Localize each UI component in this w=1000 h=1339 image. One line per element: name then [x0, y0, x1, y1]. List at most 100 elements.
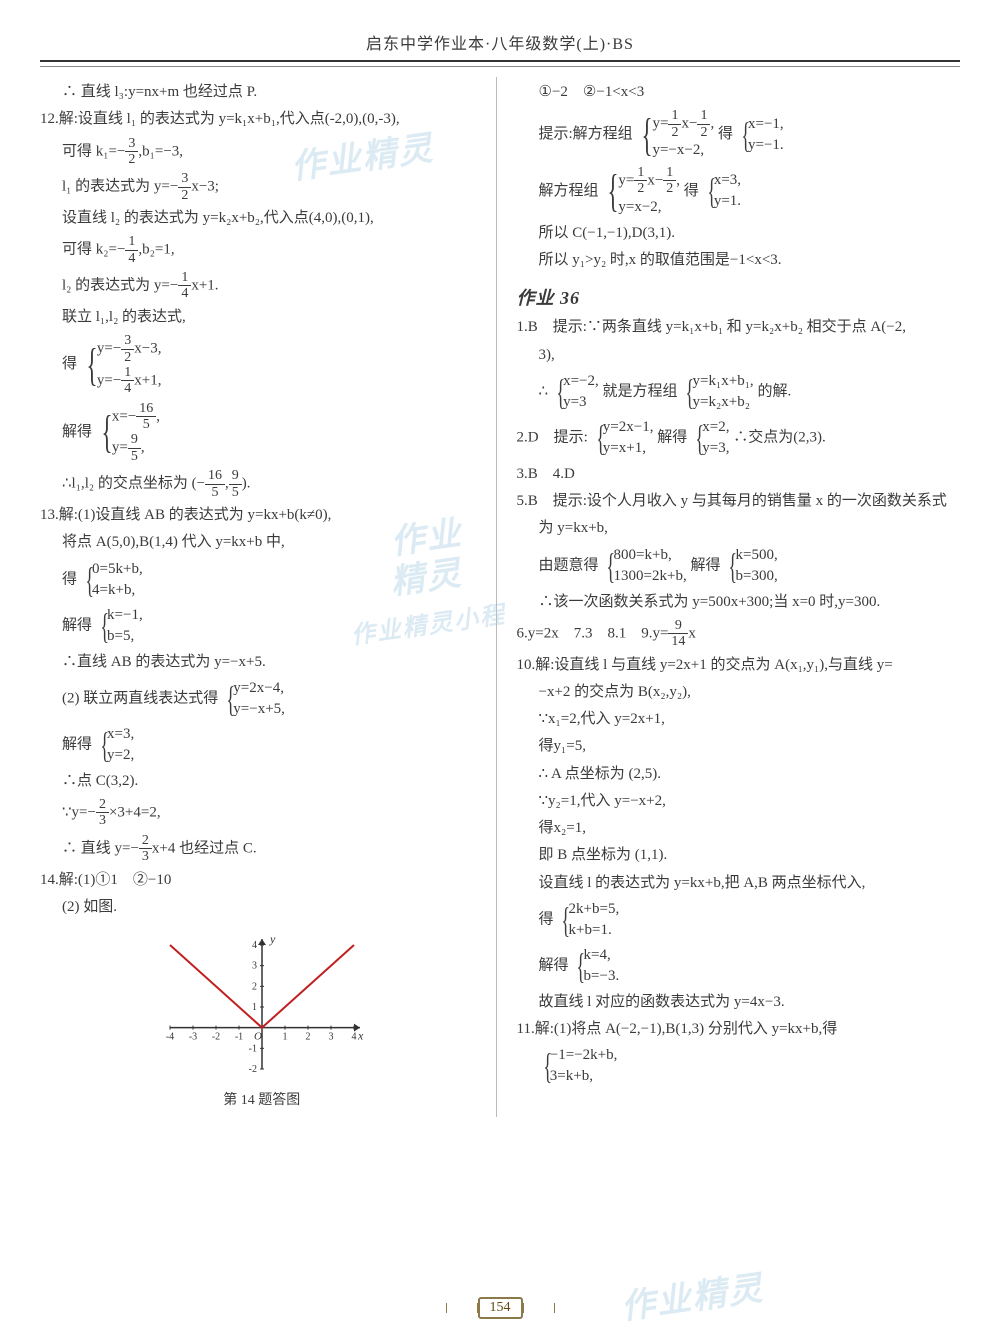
frac-num: 1 — [178, 270, 191, 286]
text-line: 6.y=2x 7.3 8.1 9.y=914x — [517, 618, 961, 650]
txt: ∴l₁,l₂ 的交点坐标为 (− — [62, 476, 205, 492]
left-column: ∴ 直线 l₃:y=nx+m 也经过点 P. 12.解:设直线 l₁ 的表达式为… — [40, 77, 497, 1117]
svg-text:-3: -3 — [189, 1032, 197, 1043]
svg-text:4: 4 — [252, 940, 257, 951]
frac-num: 16 — [136, 401, 156, 417]
txt: y=−x+5, — [233, 699, 285, 720]
frac-num: 9 — [668, 618, 688, 634]
text-line: ∴点 C(3,2). — [40, 770, 484, 793]
text-line: (2) 如图. — [40, 896, 484, 919]
text-line: 可得 k₁=−32,b₁=−3, — [40, 136, 484, 168]
text-line: 可得 k₂=−14,b₂=1, — [40, 234, 484, 266]
txt: 可得 k₂=− — [62, 242, 125, 258]
text-line: l₁ 的表达式为 y=−32x−3; — [40, 171, 484, 203]
txt: 的解. — [757, 383, 791, 399]
text-line: ∵x₁=2,代入 y=2x+1, — [517, 708, 961, 731]
txt: 得 — [684, 183, 703, 199]
txt: 2.D 提示: — [517, 429, 588, 445]
brace-block: { −1=−2k+b, 3=k+b, — [517, 1045, 961, 1087]
text-line: −x+2 的交点为 B(x₂,y₂), — [517, 681, 961, 704]
section-heading: 作业 36 — [517, 284, 961, 310]
txt: 4=k+b, — [92, 580, 143, 601]
txt: 3=k+b, — [550, 1066, 618, 1087]
txt: ,b₁=−3, — [138, 143, 183, 159]
txt: (2) 联立两直线表达式得 — [62, 690, 218, 706]
frac-den: 2 — [125, 152, 138, 167]
text-line: 联立 l₁,l₂ 的表达式, — [40, 306, 484, 329]
text-line: 所以 C(−1,−1),D(3,1). — [517, 222, 961, 245]
text-line: ∴ A 点坐标为 (2,5). — [517, 763, 961, 786]
txt: 得 — [539, 911, 558, 927]
txt: ×3+4=2, — [109, 804, 161, 820]
text-line: 提示:解方程组 { y=12x−12, y=−x−2, 得 { x=−1, y=… — [517, 108, 961, 161]
txt: ,b₂=1, — [138, 242, 174, 258]
text-line: 由题意得 { 800=k+b, 1300=2k+b, 解得 { k=500, b… — [517, 545, 961, 587]
frac-num: 1 — [634, 165, 647, 181]
frac-den: 14 — [668, 634, 688, 649]
txt: ∴交点为(2,3). — [733, 429, 826, 445]
txt: 6.y=2x 7.3 8.1 9.y= — [517, 625, 669, 641]
txt: 得 — [718, 126, 737, 142]
txt: y=k₂x+b₂ — [693, 392, 754, 413]
txt: ∵y=− — [62, 804, 96, 820]
frac-den: 2 — [668, 125, 681, 140]
svg-text:1: 1 — [252, 1002, 257, 1013]
page-number-wrap: 154 — [0, 1297, 1000, 1319]
brace-block: 解得 { x=−165, y=95, — [40, 401, 484, 465]
svg-text:1: 1 — [282, 1032, 287, 1043]
text-line: 故直线 l 对应的函数表达式为 y=4x−3. — [517, 991, 961, 1014]
text-line: 10.解:设直线 l 与直线 y=2x+1 的交点为 A(x₁,y₁),与直线 … — [517, 654, 961, 677]
page-header: 启东中学作业本·八年级数学(上)·BS — [40, 30, 960, 62]
frac-num: 16 — [205, 468, 225, 484]
txt: 提示:解方程组 — [539, 126, 633, 142]
frac-den: 4 — [178, 286, 191, 301]
txt: 解得 — [657, 429, 687, 445]
txt: x−3, — [134, 340, 161, 356]
brace-block: 解得 { x=3, y=2, — [40, 724, 484, 766]
txt: x+1, — [134, 372, 161, 388]
txt: , — [710, 116, 714, 132]
text-line: 3), — [517, 344, 961, 367]
txt: 解得 — [62, 424, 92, 440]
txt: 0=5k+b, — [92, 559, 143, 580]
text-line: ∴ { x=−2, y=3 就是方程组 { y=k₁x+b₁, y=k₂x+b₂… — [517, 371, 961, 413]
txt: 1300=2k+b, — [614, 566, 687, 587]
txt: x=2, — [702, 417, 729, 438]
frac-den: 5 — [136, 417, 156, 432]
frac-den: 2 — [697, 125, 710, 140]
text-line: 12.解:设直线 l₁ 的表达式为 y=k₁x+b₁,代入点(-2,0),(0,… — [40, 108, 484, 131]
txt: b=5, — [107, 626, 143, 647]
txt: x+4 也经过点 C. — [152, 840, 257, 856]
txt: 就是方程组 — [603, 383, 682, 399]
txt: x− — [647, 172, 663, 188]
txt: ). — [242, 476, 251, 492]
txt: y=x+1, — [603, 438, 654, 459]
txt: y=− — [97, 340, 121, 356]
figure-caption: 第 14 题答图 — [40, 1089, 484, 1109]
txt: y= — [618, 172, 634, 188]
text-line: 11.解:(1)将点 A(−2,−1),B(1,3) 分别代入 y=kx+b,得 — [517, 1018, 961, 1041]
frac-num: 1 — [668, 108, 681, 124]
txt: 解得 — [690, 557, 720, 573]
frac-den: 2 — [121, 350, 134, 365]
text-line: 得x₂=1, — [517, 817, 961, 840]
text-line: 为 y=kx+b, — [517, 517, 961, 540]
frac-num: 1 — [697, 108, 710, 124]
txt: y=− — [97, 372, 121, 388]
chart-svg: -4-3-2-11234-2-11234yxO — [152, 927, 372, 1087]
txt: x=− — [112, 408, 136, 424]
text-line: 1.B 提示:∵两条直线 y=k₁x+b₁ 和 y=k₂x+b₂ 相交于点 A(… — [517, 316, 961, 339]
brace-block: 解得 { k=4, b=−3. — [517, 945, 961, 987]
txt: 解得 — [62, 617, 92, 633]
txt: ∴ 直线 y=− — [62, 840, 139, 856]
text-line: (2) 联立两直线表达式得 { y=2x−4, y=−x+5, — [40, 678, 484, 720]
txt: b=300, — [736, 566, 778, 587]
frac-num: 2 — [139, 833, 152, 849]
frac-num: 3 — [178, 171, 191, 187]
txt: y=x−2, — [618, 197, 680, 218]
brace-block: 解得 { k=−1, b=5, — [40, 605, 484, 647]
txt: , — [676, 172, 680, 188]
frac-num: 1 — [125, 234, 138, 250]
txt: y=3 — [563, 392, 599, 413]
frac-den: 5 — [128, 449, 141, 464]
